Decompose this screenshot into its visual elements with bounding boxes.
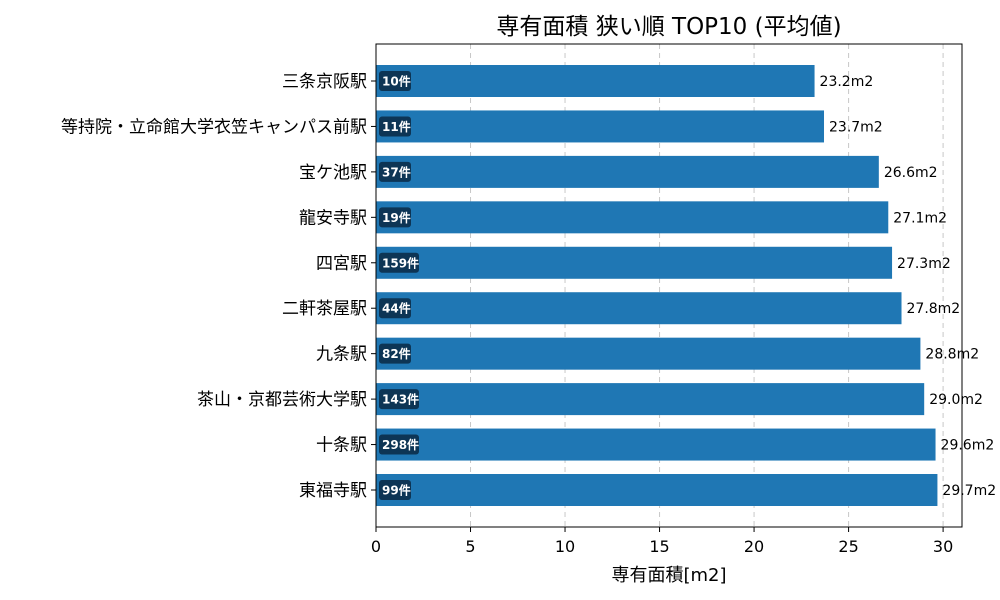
x-tick-label-0: 0 — [371, 537, 381, 556]
x-tick-label-3: 15 — [649, 537, 669, 556]
category-label-5: 二軒茶屋駅 — [282, 299, 367, 319]
value-label-2: 26.6m2 — [884, 165, 938, 181]
bar-5 — [376, 292, 902, 325]
count-badge-2 — [379, 161, 411, 182]
value-label-4: 27.3m2 — [897, 256, 951, 272]
bar-8 — [376, 428, 936, 461]
count-label-7: 143件 — [382, 392, 419, 407]
count-label-9: 99件 — [382, 483, 411, 498]
bar-0 — [376, 65, 815, 97]
count-badge-5 — [379, 298, 411, 319]
bar-9 — [376, 474, 938, 506]
count-label-6: 82件 — [382, 346, 411, 361]
value-label-1: 23.7m2 — [829, 119, 883, 135]
category-label-4: 四宮駅 — [316, 254, 367, 274]
count-label-3: 19件 — [382, 210, 411, 225]
x-tick-label-4: 20 — [744, 537, 764, 556]
count-label-2: 37件 — [382, 164, 411, 179]
bar-4 — [376, 246, 893, 279]
value-label-6: 28.8m2 — [925, 347, 979, 363]
value-label-9: 29.7m2 — [942, 483, 996, 499]
category-label-3: 龍安寺駅 — [299, 208, 367, 228]
count-badge-4 — [379, 252, 419, 273]
x-tick-label-6: 30 — [933, 537, 953, 556]
x-tick-label-2: 10 — [555, 537, 575, 556]
bar-7 — [376, 383, 925, 416]
bar-6 — [376, 337, 921, 370]
count-badge-0 — [379, 71, 411, 91]
count-label-4: 159件 — [382, 255, 419, 270]
count-badge-6 — [379, 343, 411, 364]
plot-frame — [375, 43, 963, 528]
value-label-8: 29.6m2 — [941, 438, 995, 454]
category-label-2: 宝ケ池駅 — [299, 163, 367, 183]
category-label-0: 三条京阪駅 — [282, 72, 367, 92]
category-label-6: 九条駅 — [316, 345, 367, 365]
category-label-8: 十条駅 — [316, 436, 367, 456]
count-badge-9 — [379, 480, 411, 500]
value-label-3: 27.1m2 — [893, 210, 947, 226]
bar-2 — [376, 155, 879, 188]
chart-title: 専有面積 狭い順 TOP10 (平均値) — [496, 14, 841, 40]
category-label-7: 茶山・京都芸術大学駅 — [197, 390, 367, 410]
category-label-1: 等持院・立命館大学衣笠キャンパス前駅 — [61, 117, 367, 137]
count-label-5: 44件 — [382, 301, 411, 316]
value-label-7: 29.0m2 — [929, 392, 983, 408]
count-badge-1 — [379, 116, 411, 137]
count-label-0: 10件 — [382, 74, 411, 89]
count-badge-8 — [379, 434, 419, 455]
x-tick-label-5: 25 — [838, 537, 858, 556]
value-label-5: 27.8m2 — [907, 301, 961, 317]
value-label-0: 23.2m2 — [820, 74, 874, 90]
count-badge-7 — [379, 389, 419, 410]
y-axis-categories: 三条京阪駅等持院・立命館大学衣笠キャンパス前駅宝ケ池駅龍安寺駅四宮駅二軒茶屋駅九… — [61, 72, 376, 501]
bar-1 — [376, 110, 825, 143]
x-tick-label-1: 5 — [465, 537, 475, 556]
count-label-1: 11件 — [382, 119, 411, 134]
x-axis-label: 専有面積[m2] — [611, 565, 726, 586]
bar-3 — [376, 201, 889, 234]
count-label-8: 298件 — [382, 437, 419, 452]
x-axis-ticks: 0 5 10 15 20 25 30 — [371, 527, 953, 556]
category-label-9: 東福寺駅 — [299, 481, 367, 501]
bars: 10件 23.2m2 11件 23.7m2 37件 26.6m2 19件 27.1m2 159件… — [376, 65, 996, 506]
count-badge-3 — [379, 207, 411, 228]
